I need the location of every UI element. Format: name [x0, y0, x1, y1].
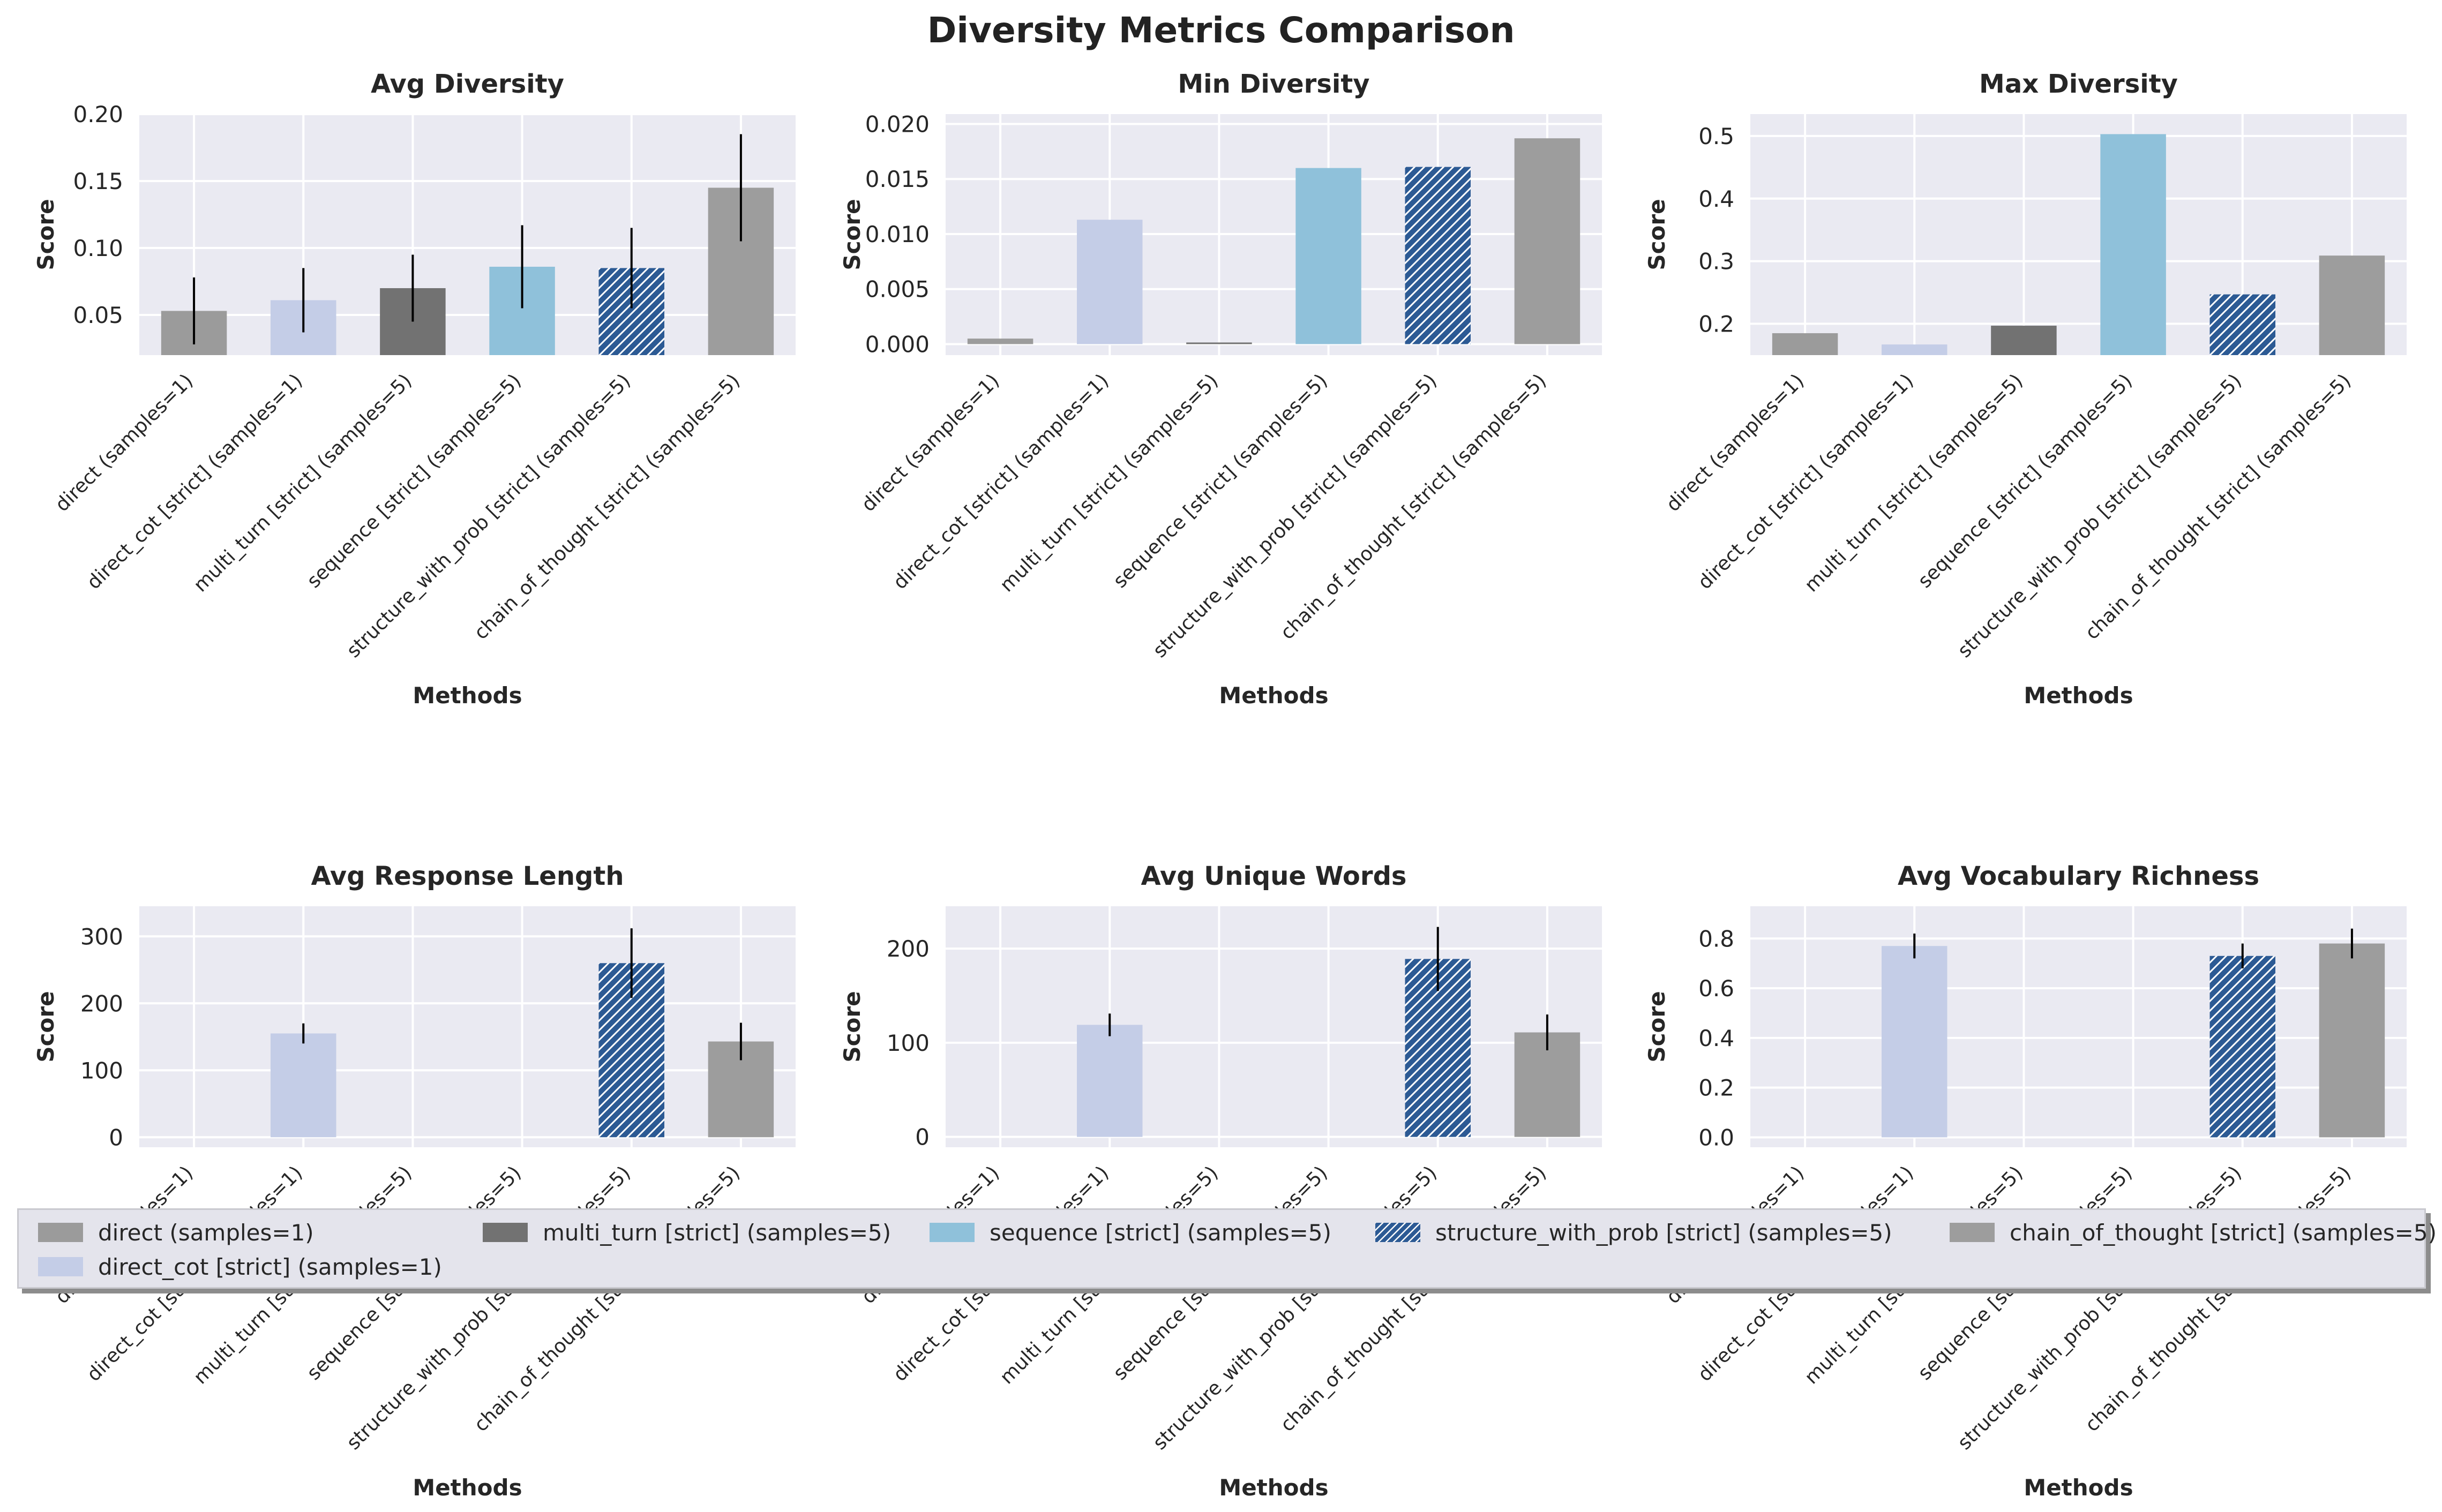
- xaxis-label-avg-unique-words: Methods: [1219, 1475, 1328, 1501]
- legend-item-structure-with-prob: structure_with_prob [strict] (samples=5): [1375, 1216, 1892, 1248]
- bar-avg-vocabulary-richness-direct-cot: [1882, 946, 1947, 1138]
- legend-item-multi-turn: multi_turn [strict] (samples=5): [483, 1216, 891, 1248]
- legend-swatch-direct-cot: [38, 1257, 83, 1276]
- panel-title-avg-response-length: Avg Response Length: [311, 861, 624, 891]
- yaxis-label-avg-unique-words: Score: [839, 991, 865, 1062]
- yaxis-label-max-diversity: Score: [1644, 199, 1670, 270]
- ytick-label: 0.005: [865, 276, 930, 303]
- bar-max-diversity-structure-with-prob: [2209, 294, 2275, 355]
- legend-label-structure-with-prob: structure_with_prob [strict] (samples=5): [1435, 1219, 1892, 1246]
- ytick-label: 0.15: [73, 168, 123, 194]
- ytick-label: 0.000: [865, 331, 930, 357]
- bar-min-diversity-sequence: [1295, 168, 1361, 344]
- ytick-label: 0.6: [1698, 975, 1734, 1002]
- ytick-label: 0: [109, 1124, 123, 1150]
- bar-avg-response-length-direct-cot: [271, 1033, 336, 1138]
- bar-avg-vocabulary-richness-chain-of-thought: [2319, 943, 2385, 1138]
- ytick-label: 0.0: [1698, 1124, 1734, 1150]
- xaxis-label-avg-diversity: Methods: [413, 682, 522, 709]
- bar-avg-vocabulary-richness-structure-with-prob: [2209, 956, 2275, 1138]
- panel-title-avg-diversity: Avg Diversity: [371, 69, 564, 99]
- bar-max-diversity-chain-of-thought: [2319, 255, 2385, 355]
- yaxis-label-avg-vocabulary-richness: Score: [1644, 991, 1670, 1062]
- bar-min-diversity-chain-of-thought: [1514, 138, 1580, 344]
- bar-max-diversity-multi-turn: [1991, 326, 2057, 355]
- legend-swatch-structure-with-prob: [1375, 1223, 1420, 1242]
- xaxis-label-avg-response-length: Methods: [413, 1475, 522, 1501]
- ytick-label: 100: [80, 1057, 123, 1084]
- bar-min-diversity-multi-turn: [1186, 342, 1252, 344]
- legend: direct (samples=1) direct_cot [strict] (…: [17, 1208, 2437, 1289]
- plot-area-avg-response-length: [139, 906, 796, 1147]
- ytick-label: 0.020: [865, 111, 930, 137]
- panel-title-avg-vocabulary-richness: Avg Vocabulary Richness: [1898, 861, 2259, 891]
- ytick-label: 200: [80, 990, 123, 1017]
- legend-label-direct: direct (samples=1): [98, 1219, 314, 1246]
- plot-area-avg-unique-words: [946, 906, 1602, 1147]
- plot-area-avg-vocabulary-richness: [1750, 906, 2407, 1147]
- ytick-label: 0.20: [73, 101, 123, 127]
- legend-label-sequence: sequence [strict] (samples=5): [990, 1219, 1331, 1246]
- figure-title: Diversity Metrics Comparison: [927, 10, 1515, 51]
- ytick-label: 0.4: [1698, 1025, 1734, 1051]
- ytick-label: 0.010: [865, 221, 930, 247]
- legend-item-sequence: sequence [strict] (samples=5): [930, 1216, 1331, 1248]
- ytick-label: 0.015: [865, 166, 930, 192]
- bar-min-diversity-structure-with-prob: [1405, 167, 1471, 344]
- panel-title-max-diversity: Max Diversity: [1979, 69, 2178, 99]
- legend-item-direct-cot: direct_cot [strict] (samples=1): [38, 1251, 442, 1283]
- yaxis-label-min-diversity: Score: [839, 199, 865, 270]
- ytick-label: 0.8: [1698, 926, 1734, 952]
- ytick-label: 300: [80, 923, 123, 950]
- ytick-label: 0.3: [1698, 249, 1734, 275]
- legend-item-direct: direct (samples=1): [38, 1216, 314, 1248]
- bar-avg-unique-words-direct-cot: [1077, 1025, 1143, 1137]
- xaxis-label-max-diversity: Methods: [2024, 682, 2133, 709]
- ytick-label: 0.10: [73, 235, 123, 261]
- yaxis-label-avg-diversity: Score: [33, 199, 59, 270]
- legend-swatch-chain-of-thought: [1950, 1223, 1995, 1242]
- legend-label-multi-turn: multi_turn [strict] (samples=5): [543, 1219, 892, 1246]
- xaxis-label-min-diversity: Methods: [1219, 682, 1328, 709]
- legend-label-chain-of-thought: chain_of_thought [strict] (samples=5): [2010, 1219, 2437, 1246]
- bar-max-diversity-sequence: [2100, 134, 2166, 356]
- ytick-label: 0.2: [1698, 311, 1734, 337]
- yaxis-label-avg-response-length: Score: [33, 991, 59, 1062]
- legend-label-direct-cot: direct_cot [strict] (samples=1): [98, 1253, 442, 1280]
- bar-max-diversity-direct-cot: [1882, 344, 1947, 355]
- xaxis-label-avg-vocabulary-richness: Methods: [2024, 1475, 2133, 1501]
- ytick-label: 100: [887, 1030, 930, 1056]
- ytick-label: 0.4: [1698, 186, 1734, 212]
- legend-item-chain-of-thought: chain_of_thought [strict] (samples=5): [1950, 1216, 2437, 1248]
- ytick-label: 0.5: [1698, 123, 1734, 149]
- bar-min-diversity-direct: [967, 338, 1033, 344]
- ytick-label: 0.2: [1698, 1075, 1734, 1101]
- legend-swatch-direct: [38, 1223, 83, 1242]
- legend-swatch-multi-turn: [483, 1223, 528, 1242]
- panel-title-min-diversity: Min Diversity: [1178, 69, 1369, 99]
- plot-area-max-diversity: [1750, 114, 2407, 355]
- panel-title-avg-unique-words: Avg Unique Words: [1141, 861, 1406, 891]
- bar-min-diversity-direct-cot: [1077, 220, 1143, 344]
- bar-max-diversity-direct: [1772, 333, 1838, 355]
- legend-swatch-sequence: [930, 1223, 975, 1242]
- ytick-label: 0: [915, 1124, 930, 1150]
- ytick-label: 0.05: [73, 302, 123, 328]
- ytick-label: 200: [887, 936, 930, 962]
